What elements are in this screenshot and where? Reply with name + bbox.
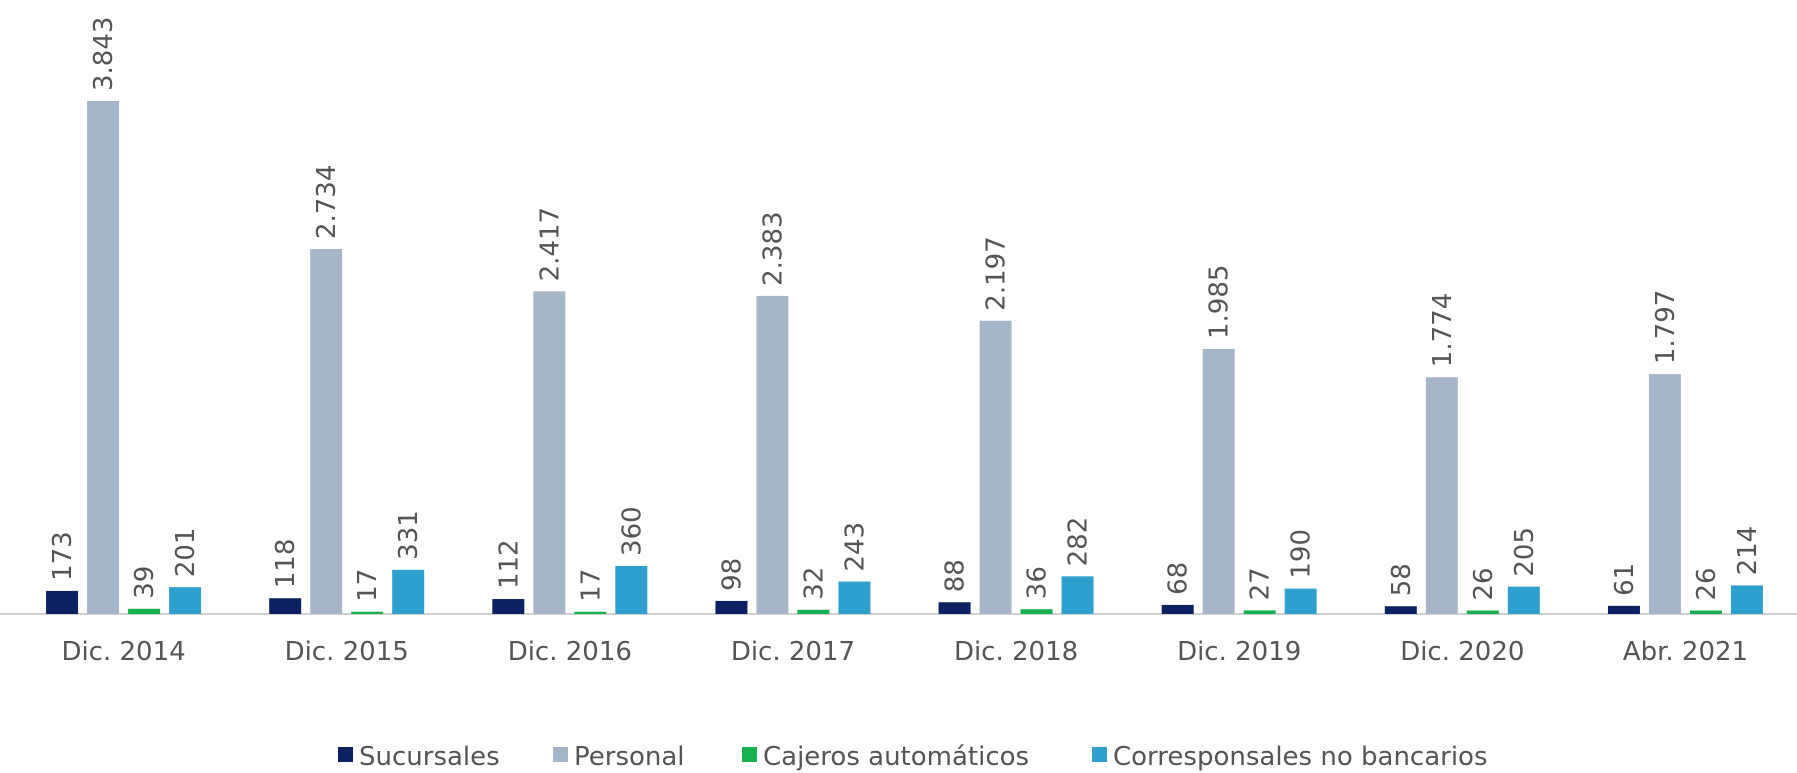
x-tick-label: Dic. 2019 bbox=[1177, 637, 1301, 667]
bar bbox=[169, 587, 202, 614]
data-label: 118 bbox=[271, 539, 301, 589]
data-label: 32 bbox=[799, 567, 829, 600]
bar bbox=[1243, 610, 1276, 614]
data-label: 282 bbox=[1064, 517, 1094, 567]
bar bbox=[1202, 349, 1235, 614]
bar bbox=[838, 581, 871, 614]
x-tick-label: Dic. 2014 bbox=[61, 637, 185, 667]
data-label: 201 bbox=[171, 528, 201, 578]
bar bbox=[615, 565, 648, 614]
bar bbox=[715, 600, 748, 614]
data-label: 112 bbox=[494, 539, 524, 589]
bar bbox=[1284, 588, 1317, 614]
legend-swatch bbox=[1092, 747, 1107, 762]
data-label: 98 bbox=[717, 558, 747, 591]
data-label: 173 bbox=[48, 531, 78, 581]
data-label: 36 bbox=[1023, 566, 1053, 599]
data-label: 58 bbox=[1387, 563, 1417, 596]
data-label: 2.734 bbox=[312, 165, 342, 239]
x-tick-label: Dic. 2015 bbox=[285, 637, 409, 667]
data-label: 17 bbox=[353, 569, 383, 602]
data-label: 205 bbox=[1510, 527, 1540, 577]
legend-swatch bbox=[742, 747, 757, 762]
data-label: 243 bbox=[840, 522, 870, 572]
legend-label: Cajeros automáticos bbox=[763, 742, 1029, 772]
bar bbox=[979, 320, 1012, 614]
data-label: 26 bbox=[1692, 567, 1722, 600]
bar bbox=[938, 602, 971, 614]
bar bbox=[1730, 585, 1763, 614]
x-tick-label: Abr. 2021 bbox=[1623, 637, 1748, 667]
bar bbox=[1384, 606, 1417, 614]
legend-swatch bbox=[553, 747, 568, 762]
data-label: 2.417 bbox=[535, 207, 565, 281]
data-label: 27 bbox=[1246, 567, 1276, 600]
bar bbox=[128, 608, 161, 614]
legend-label: Sucursales bbox=[359, 742, 500, 772]
legend-label: Corresponsales no bancarios bbox=[1113, 742, 1488, 772]
bar bbox=[797, 609, 830, 614]
data-label: 3.843 bbox=[89, 17, 119, 91]
bar bbox=[1607, 605, 1640, 614]
data-label: 214 bbox=[1733, 526, 1763, 576]
bar bbox=[756, 295, 789, 614]
data-label: 2.383 bbox=[758, 211, 788, 285]
bar bbox=[269, 598, 302, 614]
bar bbox=[1161, 604, 1194, 614]
bar bbox=[46, 590, 79, 614]
data-label: 17 bbox=[576, 569, 606, 602]
bar bbox=[87, 101, 120, 614]
data-label: 61 bbox=[1610, 563, 1640, 596]
bar bbox=[392, 569, 425, 614]
bar bbox=[1466, 610, 1499, 614]
legend-label: Personal bbox=[574, 742, 685, 772]
x-tick-label: Dic. 2017 bbox=[731, 637, 855, 667]
bar bbox=[533, 291, 566, 614]
data-label: 2.197 bbox=[982, 236, 1012, 310]
data-label: 331 bbox=[394, 510, 424, 560]
data-label: 88 bbox=[941, 559, 971, 592]
data-label: 1.797 bbox=[1651, 290, 1681, 364]
data-label: 68 bbox=[1164, 562, 1194, 595]
legend-swatch bbox=[338, 747, 353, 762]
bar bbox=[310, 249, 343, 615]
x-tick-label: Dic. 2020 bbox=[1400, 637, 1524, 667]
data-label: 1.985 bbox=[1205, 265, 1235, 339]
bar bbox=[1425, 377, 1458, 614]
data-label: 26 bbox=[1469, 567, 1499, 600]
bar bbox=[1061, 576, 1094, 614]
bar bbox=[1507, 586, 1540, 614]
bar bbox=[1648, 374, 1681, 614]
bar bbox=[1689, 610, 1722, 614]
data-label: 190 bbox=[1287, 529, 1317, 579]
data-label: 1.774 bbox=[1428, 293, 1458, 367]
bar bbox=[492, 599, 525, 614]
bar bbox=[574, 611, 607, 614]
data-label: 360 bbox=[617, 506, 647, 556]
x-tick-label: Dic. 2016 bbox=[508, 637, 632, 667]
bar bbox=[1020, 609, 1053, 614]
x-tick-label: Dic. 2018 bbox=[954, 637, 1078, 667]
bar bbox=[351, 611, 384, 614]
data-label: 39 bbox=[130, 566, 160, 599]
